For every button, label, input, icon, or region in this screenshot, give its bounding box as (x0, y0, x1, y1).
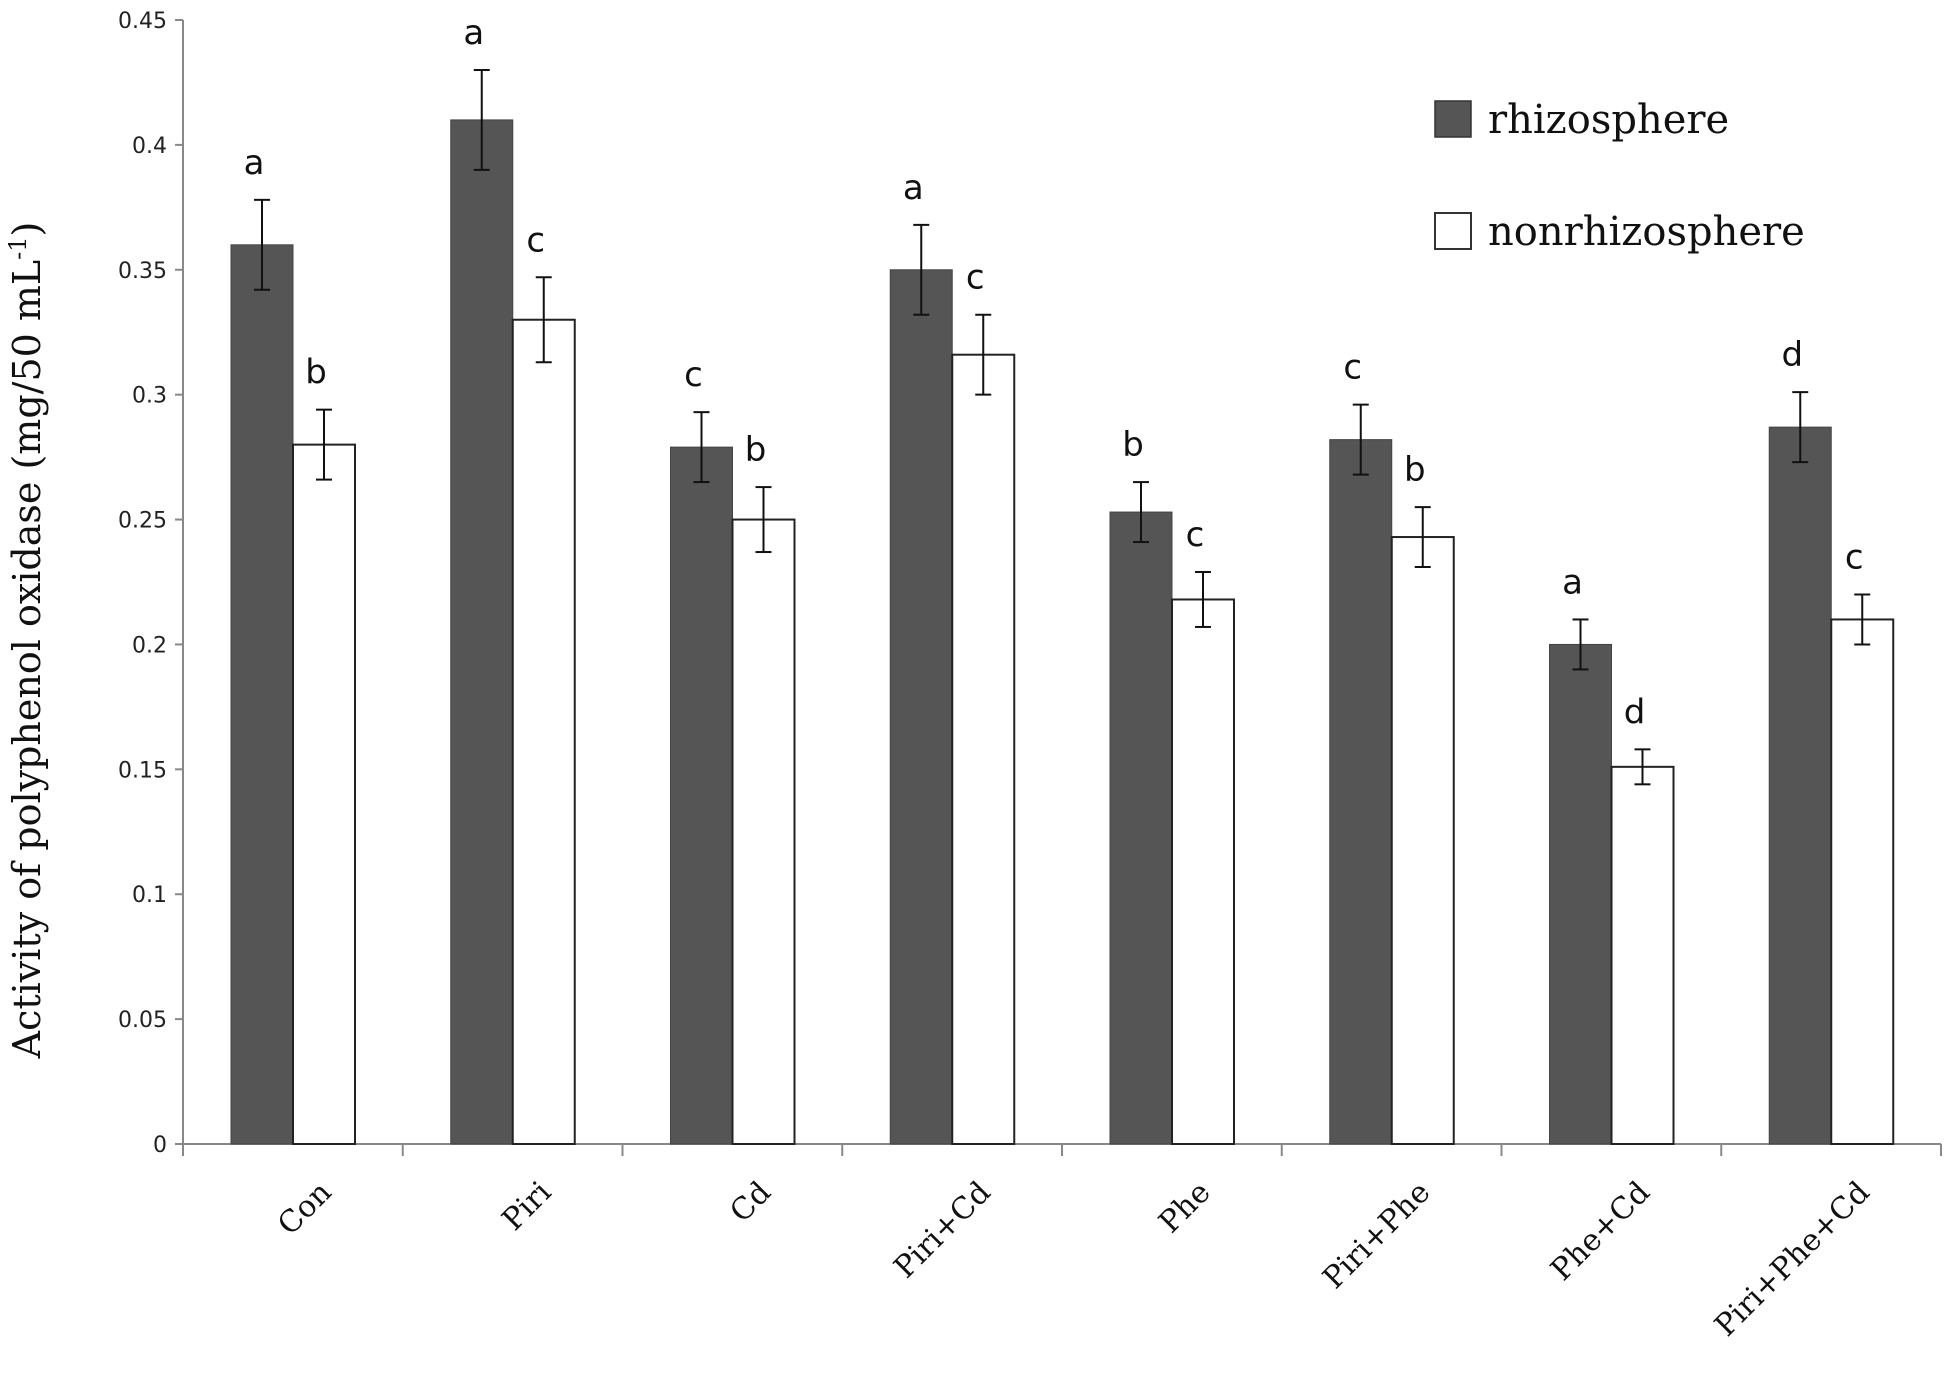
significance-letter: c (966, 258, 985, 298)
y-tick-label: 0 (153, 1133, 167, 1158)
significance-letter: b (1122, 425, 1144, 465)
bar-rhizosphere (1329, 439, 1393, 1145)
y-axis-label: Activity of polyphenol oxidase (mg/50 mL… (4, 222, 49, 1060)
significance-letter: a (1562, 562, 1583, 602)
y-tick-label: 0.35 (118, 259, 167, 284)
legend: rhizosphere nonrhizosphere (1434, 97, 1805, 255)
x-category-label: Phe+Cd (1544, 1175, 1657, 1288)
significance-letter: d (1624, 692, 1646, 732)
bar-rhizosphere (1109, 511, 1173, 1145)
bar-rhizosphere (1549, 643, 1612, 1145)
significance-letter: b (745, 430, 767, 470)
legend-label-rhizosphere: rhizosphere (1488, 97, 1729, 143)
significance-letter: c (1343, 348, 1362, 388)
bar-rhizosphere (889, 269, 953, 1145)
y-tick-label: 0.15 (118, 758, 167, 783)
significance-letter: a (903, 168, 924, 208)
legend-swatch-nonrhizosphere (1434, 212, 1472, 250)
x-category-label: Phe (1152, 1175, 1217, 1240)
bars-layer (230, 68, 1895, 1146)
bar-rhizosphere (230, 244, 294, 1145)
bar-nonrhizosphere (511, 318, 576, 1145)
x-category-label: Piri (496, 1175, 559, 1238)
y-tick-label: 0.05 (118, 1008, 167, 1033)
x-category-label: Piri+Phe (1316, 1175, 1437, 1296)
bar-nonrhizosphere (731, 518, 796, 1145)
significance-letter: a (244, 143, 265, 183)
y-tick-label: 0.4 (132, 134, 167, 159)
bar-rhizosphere (670, 446, 733, 1145)
bar-nonrhizosphere (1830, 618, 1895, 1145)
x-category-label: Piri+Cd (887, 1175, 997, 1285)
y-tick-label: 0.45 (118, 9, 167, 34)
bar-nonrhizosphere (292, 443, 356, 1146)
bar-nonrhizosphere (1171, 598, 1235, 1145)
significance-letter: c (1186, 515, 1205, 555)
significance-letter: c (1845, 537, 1864, 577)
y-tick-label: 0.25 (118, 509, 167, 534)
significance-letter: b (305, 353, 327, 393)
significance-letter: d (1781, 335, 1803, 375)
x-category-label: Piri+Phe+Cd (1708, 1175, 1877, 1344)
legend-swatch-rhizosphere (1434, 100, 1472, 138)
bar-nonrhizosphere (1610, 765, 1675, 1146)
significance-letter: c (526, 220, 545, 260)
significance-letter: c (684, 355, 703, 395)
significance-letter: a (463, 13, 484, 53)
axes-layer: 0 0.05 0.1 0.15 0.2 0.25 0.3 0.35 0.4 0.45 (118, 9, 1942, 1158)
y-tick-label: 0.3 (132, 384, 167, 409)
bar-rhizosphere (450, 119, 514, 1145)
y-tick-label: 0.2 (132, 633, 167, 658)
y-tick-label: 0.1 (132, 883, 167, 908)
bar-rhizosphere (1768, 426, 1832, 1145)
bar-nonrhizosphere (1390, 536, 1455, 1145)
significance-letter: b (1404, 450, 1426, 490)
bar-nonrhizosphere (951, 353, 1016, 1145)
legend-label-nonrhizosphere: nonrhizosphere (1488, 209, 1805, 255)
x-category-label: Con (271, 1175, 338, 1242)
x-category-label: Cd (723, 1175, 778, 1230)
